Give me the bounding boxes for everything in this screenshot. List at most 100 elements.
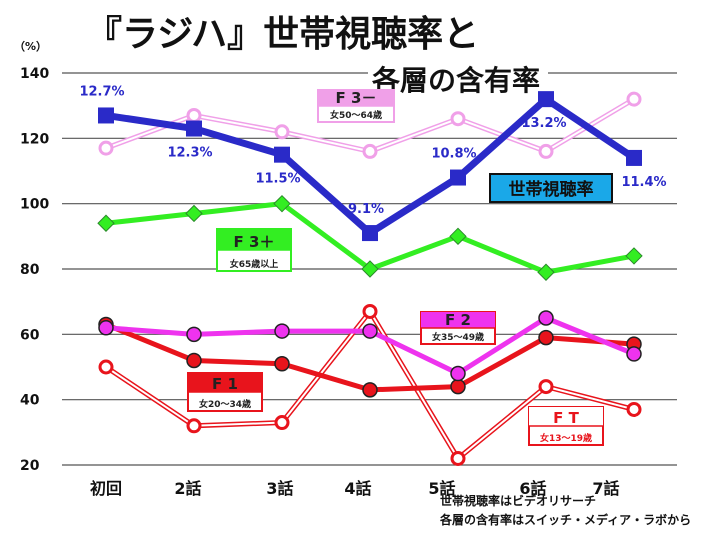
legend-f2: F 2 女35〜49歳: [420, 311, 496, 345]
legend: F T 女13〜19歳 F 1 女20〜34歳 F 2 女35〜49歳 F 3＋ 女65歳以上…: [187, 89, 613, 446]
legend-sublabel: 女50〜64歳: [330, 109, 382, 121]
x-tick-label: 5話: [428, 479, 455, 498]
data-point: [185, 204, 203, 223]
y-tick-label: 100: [20, 197, 49, 213]
legend-sublabel: 女20〜34歳: [199, 398, 251, 410]
data-point: [186, 418, 202, 434]
data-point: [538, 379, 554, 395]
legend-label: 世帯視聴率: [509, 179, 594, 200]
data-point: [537, 263, 555, 281]
data-point: [98, 140, 114, 156]
legend-header: [217, 229, 291, 250]
data-point: [538, 329, 554, 346]
legend-header: [421, 312, 495, 328]
y-tick-label: 20: [20, 458, 40, 474]
legend-label: F 3＋: [234, 233, 275, 251]
legend-sublabel: 女35〜49歳: [432, 331, 484, 343]
data-label: 11.5%: [255, 172, 300, 187]
legend-header: [318, 90, 394, 106]
legend-hh: 世帯視聴率: [489, 173, 613, 203]
data-point: [626, 91, 642, 107]
data-point: [186, 120, 202, 137]
data-point: [274, 323, 290, 339]
data-point: [98, 320, 114, 336]
x-tick-label: 4話: [344, 479, 371, 498]
data-point: [362, 323, 378, 339]
y-tick-label: 80: [20, 262, 40, 278]
chart-title-main: 『ラジハ』世帯視聴率と: [86, 14, 479, 55]
x-tick-label: 3話: [266, 479, 293, 498]
data-point: [273, 194, 291, 213]
series-f3m: [98, 91, 642, 159]
source-note-1: 世帯視聴率はビデオリサーチ: [440, 493, 596, 508]
data-point: [362, 303, 378, 319]
data-point: [186, 107, 202, 123]
y-axis: 20 40 60 80 100 120 140: [20, 66, 49, 474]
legend-header: [188, 373, 262, 392]
data-point: [626, 346, 642, 362]
data-point: [450, 365, 466, 382]
y-unit: （%）: [14, 40, 47, 53]
legend-f3m: F 3－ 女50〜64歳: [317, 89, 395, 123]
series: 12.7% 12.3% 11.5% 9.1% 10.8% 13.2% 11.4%: [79, 84, 667, 466]
legend-ft: F T 女13〜19歳: [528, 406, 604, 446]
series-f3p: [97, 194, 643, 281]
data-point: [186, 326, 202, 343]
data-label: 12.3%: [167, 146, 212, 161]
x-tick-label: 6話: [519, 479, 546, 498]
series-hh: 12.7% 12.3% 11.5% 9.1% 10.8% 13.2% 11.4%: [79, 84, 667, 242]
x-tick-label: 初回: [90, 479, 122, 498]
data-point: [274, 146, 290, 163]
y-tick-label: 40: [20, 393, 40, 409]
series-f2: [98, 310, 642, 382]
data-label: 12.7%: [79, 84, 124, 99]
y-tick-label: 120: [20, 131, 49, 147]
data-point: [449, 227, 467, 246]
data-point: [538, 91, 554, 108]
x-axis: 初回 2話 3話 4話 5話 6話 7話: [90, 479, 620, 498]
data-point: [450, 378, 466, 395]
legend-label: F 2: [445, 311, 471, 329]
legend-header: [529, 407, 603, 426]
data-label: 9.1%: [348, 202, 384, 217]
legend-label: F 3－: [336, 89, 377, 107]
legend-f3p: F 3＋ 女65歳以上: [216, 228, 292, 272]
data-point: [98, 359, 114, 375]
legend-sublabel: 女13〜19歳: [540, 432, 592, 444]
legend-f1: F 1 女20〜34歳: [187, 372, 263, 412]
data-point: [538, 310, 554, 326]
title-backdrop: [368, 60, 548, 94]
data-label: 10.8%: [431, 147, 476, 162]
data-point: [626, 149, 642, 166]
legend-label: F 1: [212, 375, 238, 393]
y-tick-label: 60: [20, 327, 40, 343]
data-point: [274, 355, 290, 372]
data-point: [97, 214, 115, 232]
data-point: [362, 382, 378, 398]
data-point: [98, 107, 114, 124]
data-point: [450, 111, 466, 127]
y-tick-label: 140: [20, 66, 49, 82]
data-point: [186, 352, 202, 369]
data-point: [450, 169, 466, 186]
data-label: 13.2%: [521, 116, 566, 131]
data-point: [361, 260, 379, 278]
data-point: [362, 143, 378, 159]
x-tick-label: 2話: [174, 479, 201, 498]
series-ft: [98, 303, 642, 466]
data-point: [625, 247, 643, 265]
legend-label: F T: [553, 409, 579, 427]
data-point: [538, 143, 554, 159]
data-point: [450, 450, 466, 466]
data-point: [274, 415, 290, 431]
chart-title-sub: 各層の含有率: [371, 64, 540, 97]
x-tick-label: 7話: [592, 479, 619, 498]
data-label: 11.4%: [621, 175, 666, 190]
source-note-2: 各層の含有率はスイッチ・メディア・ラボから: [439, 512, 691, 527]
legend-sublabel: 女65歳以上: [230, 258, 279, 270]
data-point: [626, 401, 642, 417]
data-point: [274, 124, 290, 140]
legend-box: [489, 173, 613, 203]
data-point: [362, 225, 378, 242]
